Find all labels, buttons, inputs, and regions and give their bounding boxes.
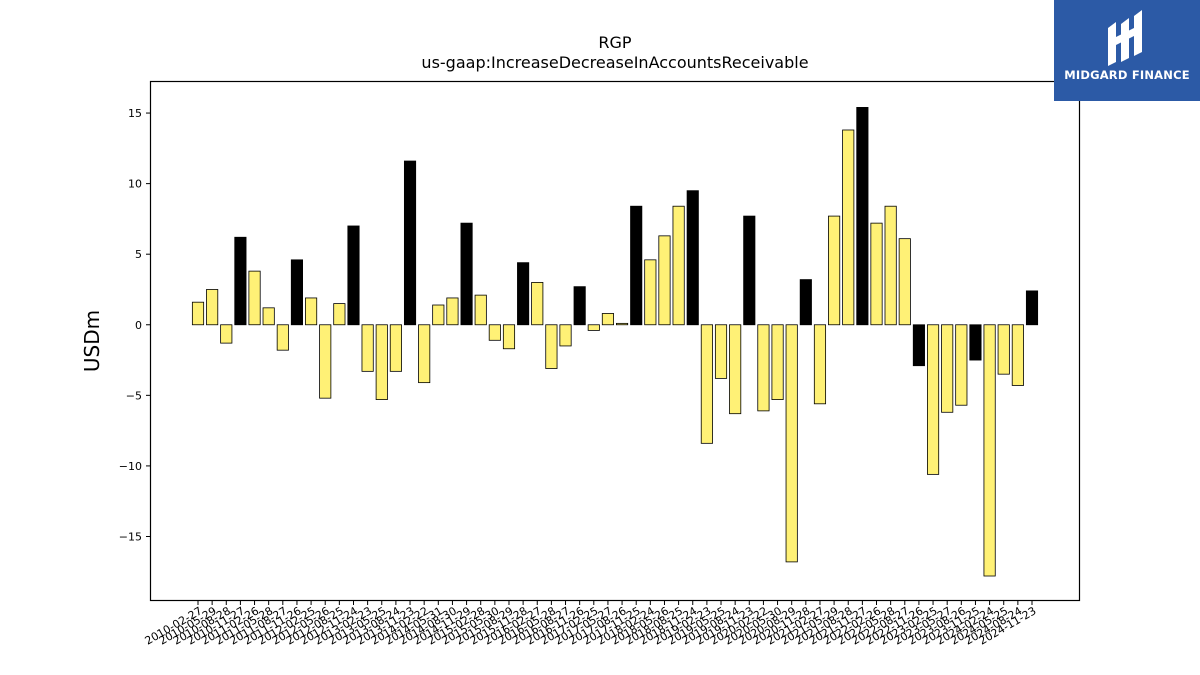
bar-2023-05-27 — [941, 324, 954, 413]
bars-group — [191, 107, 1039, 577]
bar-2012-05-26 — [319, 324, 332, 399]
logo-text: MIDGARD FINANCE — [1064, 68, 1190, 82]
bar-2014-08-30 — [446, 297, 459, 326]
bar-2020-08-29 — [785, 324, 798, 563]
bar-2018-11-24 — [686, 190, 699, 326]
bar-2024-11-23 — [1025, 290, 1039, 326]
bar-2020-05-30 — [771, 324, 784, 400]
bar-2013-11-23 — [403, 160, 417, 326]
y-tick-label: 0 — [135, 319, 142, 332]
bar-2022-08-27 — [898, 238, 911, 326]
bar-2017-08-26 — [616, 322, 629, 326]
bar-2014-05-31 — [432, 304, 445, 326]
bar-2019-08-24 — [729, 324, 742, 415]
plot-frame — [149, 80, 1081, 602]
x-axis-ticks: 2010-02-272010-05-292010-08-282010-11-27… — [143, 600, 1039, 648]
bar-2023-08-26 — [955, 324, 968, 406]
bar-2015-08-29 — [502, 324, 516, 350]
y-tick-label: 15 — [128, 107, 142, 120]
y-axis-label: USDm — [80, 310, 104, 372]
y-tick-label: −5 — [126, 389, 142, 402]
bar-2024-02-24 — [983, 324, 996, 577]
midgard-finance-logo: MIDGARD FINANCE — [1054, 0, 1200, 101]
bar-2014-11-29 — [460, 222, 473, 326]
bar-2023-02-25 — [927, 324, 940, 475]
bar-2015-02-28 — [474, 294, 487, 326]
bar-2010-11-27 — [234, 236, 247, 326]
y-tick-label: 10 — [128, 178, 142, 191]
bar-2013-02-23 — [361, 324, 374, 372]
chart-title: RGP — [598, 33, 632, 52]
bar-2023-11-25 — [969, 324, 982, 361]
bar-2024-08-24 — [1011, 324, 1024, 386]
bar-2015-11-28 — [517, 262, 530, 326]
bar-2011-11-26 — [290, 259, 304, 326]
midgard-logo-icon — [1108, 10, 1142, 66]
bar-2019-11-23 — [743, 215, 756, 326]
bar-2011-05-28 — [262, 307, 275, 326]
bar-2012-02-25 — [305, 297, 318, 326]
bar-2017-05-27 — [601, 313, 614, 326]
bar-2020-02-22 — [757, 324, 770, 412]
bar-2012-11-24 — [347, 225, 360, 326]
bar-2018-05-26 — [658, 235, 671, 326]
bar-2014-02-22 — [418, 324, 431, 384]
bar-2021-11-27 — [856, 107, 869, 326]
bar-2021-08-28 — [842, 129, 855, 326]
bar-2022-11-26 — [912, 324, 925, 367]
bar-2017-02-25 — [587, 324, 600, 331]
bar-2016-08-27 — [559, 324, 572, 347]
bar-2024-05-25 — [997, 324, 1010, 375]
bar-2012-08-25 — [333, 303, 346, 326]
chart-subtitle: us-gaap:IncreaseDecreaseInAccountsReceiv… — [421, 53, 808, 72]
bar-2011-08-27 — [276, 324, 289, 351]
bar-2021-02-27 — [813, 324, 827, 405]
bar-2020-11-28 — [799, 279, 812, 326]
bar-2019-05-25 — [714, 324, 728, 379]
y-tick-label: −15 — [119, 530, 142, 543]
bar-2010-02-27 — [191, 301, 205, 326]
bar-2021-05-29 — [828, 215, 841, 326]
y-axis-ticks: −15 −10 −5 0 5 10 15 — [119, 107, 151, 543]
bar-2019-02-23 — [700, 324, 713, 444]
bar-2016-02-27 — [531, 282, 544, 326]
y-tick-label: −10 — [119, 460, 142, 473]
bar-2022-05-28 — [884, 205, 897, 326]
bar-2010-05-29 — [206, 289, 219, 326]
bar-2018-02-24 — [644, 259, 657, 326]
bar-2013-05-25 — [375, 324, 388, 400]
bar-2011-02-26 — [248, 270, 261, 326]
bar-2015-05-30 — [488, 324, 501, 341]
bar-2022-02-26 — [870, 222, 883, 326]
bar-2018-08-25 — [672, 205, 685, 326]
bar-2010-08-28 — [220, 324, 233, 344]
bar-2017-11-25 — [630, 205, 643, 326]
bar-2016-05-28 — [545, 324, 558, 369]
bar-2016-11-26 — [573, 286, 586, 326]
y-tick-label: 5 — [135, 248, 142, 261]
bar-2013-08-24 — [389, 324, 402, 372]
